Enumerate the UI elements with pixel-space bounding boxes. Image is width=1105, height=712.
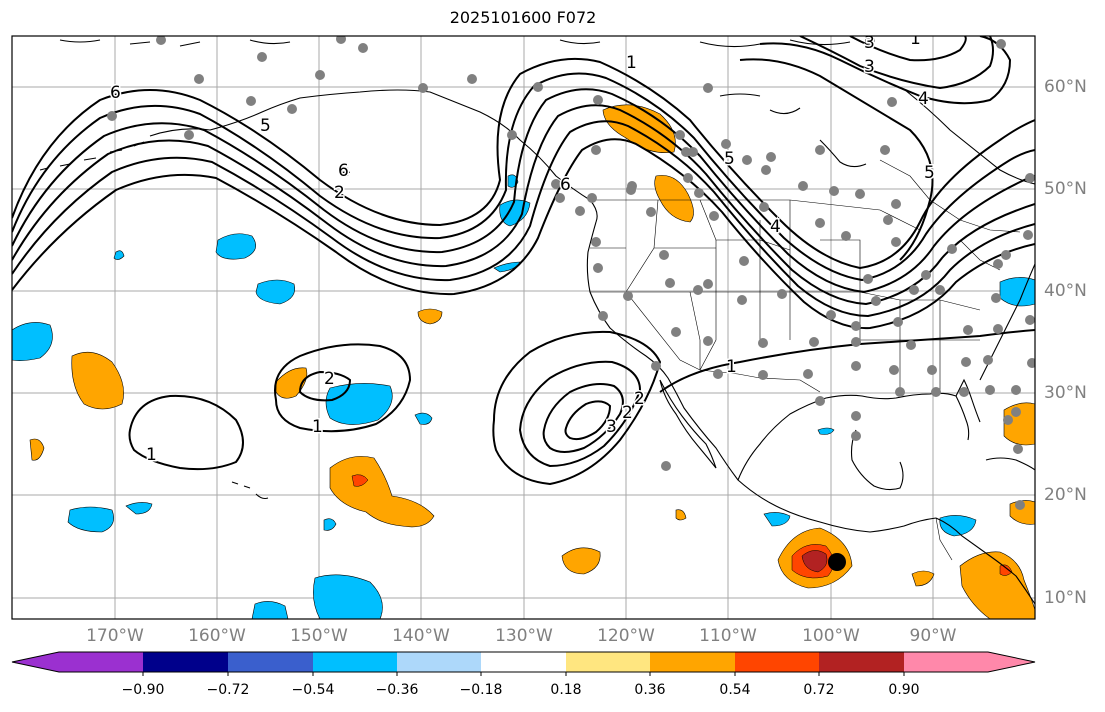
lon-label: 150°W	[290, 626, 348, 646]
contour-label: 2	[324, 369, 335, 389]
lat-label: 20°N	[1044, 485, 1087, 505]
contour-label: 1	[626, 53, 637, 73]
contour-labels: 6 5 4 3 2 1 6 5 4 3 1 2 3 2 1 4 5 6 2 1 …	[109, 29, 937, 467]
map-title: 2025101600 F072	[449, 8, 597, 27]
colorbar-tick-label: −0.18	[459, 682, 503, 698]
colorbar-tick-label: 0.54	[719, 682, 751, 698]
contour-label: 1	[910, 29, 921, 49]
colorbar-tick-label: −0.36	[375, 682, 419, 698]
colorbar-tick-label: 0.90	[888, 682, 920, 698]
lat-label: 10°N	[1044, 588, 1087, 608]
colorbar-segment	[566, 652, 650, 672]
strong-positive-shading	[351, 474, 1013, 579]
station-dots	[107, 36, 1035, 510]
contour-label: 1	[312, 417, 323, 437]
contour-label: 4	[918, 89, 929, 109]
contour-label: 1	[146, 445, 157, 465]
lon-label: 140°W	[392, 626, 450, 646]
contour-label: 2	[622, 403, 633, 423]
colorbar-tick-label: −0.72	[206, 682, 250, 698]
colorbar-segment	[143, 652, 228, 672]
contour-label: 4	[770, 217, 781, 237]
colorbar-min-extend	[12, 652, 59, 672]
colorbar-tick-label: 0.18	[550, 682, 582, 698]
colorbar-max-extend	[904, 652, 1035, 672]
contour-label: 3	[864, 57, 875, 77]
contour-label: 3	[864, 33, 875, 53]
colorbar-segment	[735, 652, 819, 672]
colorbar-tick-label: 0.36	[634, 682, 666, 698]
contour-label: 5	[260, 116, 271, 136]
contour-label: 4	[340, 161, 351, 181]
colorbar-segment	[313, 652, 397, 672]
lon-label: 170°W	[86, 626, 144, 646]
colorbar-tick-label: −0.54	[291, 682, 335, 698]
negative-anomaly-shading	[12, 174, 1035, 619]
contour-label: 3	[606, 417, 617, 437]
colorbar-segment	[650, 652, 735, 672]
lon-label: 100°W	[802, 626, 860, 646]
colorbar-tick-label: 0.72	[803, 682, 835, 698]
contour-label: 1	[726, 357, 737, 377]
map-frame	[11, 35, 1036, 620]
contour-label: 2	[634, 389, 645, 409]
tropical-storm-marker	[828, 553, 846, 571]
contour-label: 2	[334, 183, 345, 203]
lon-label: 160°W	[188, 626, 246, 646]
contour-label: 5	[924, 163, 935, 183]
lon-label: 110°W	[699, 626, 757, 646]
lat-label: 50°N	[1044, 179, 1087, 199]
lon-label: 120°W	[597, 626, 655, 646]
lon-label: 90°W	[909, 626, 957, 646]
contour-label: 5	[724, 149, 735, 169]
colorbar	[11, 651, 1036, 676]
lat-label: 40°N	[1044, 281, 1087, 301]
contour-label: 6	[560, 175, 571, 195]
colorbar-segment	[59, 652, 143, 672]
contour-label: 6	[338, 161, 349, 181]
colorbar-segment	[819, 652, 904, 672]
colorbar-segment	[481, 652, 566, 672]
lon-label: 130°W	[495, 626, 553, 646]
lat-label: 60°N	[1044, 77, 1087, 97]
colorbar-segment	[397, 652, 481, 672]
colorbar-tick-label: −0.90	[121, 682, 165, 698]
contour-label: 6	[110, 83, 121, 103]
colorbar-segment	[228, 652, 313, 672]
lat-label: 30°N	[1044, 383, 1087, 403]
